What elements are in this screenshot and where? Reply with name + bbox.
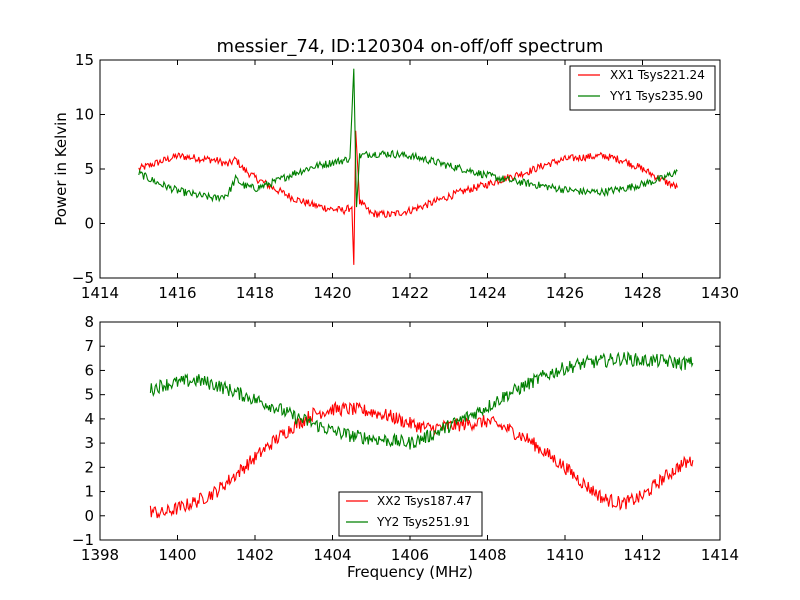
chart-top-xtick-label: 1424 bbox=[468, 284, 506, 302]
chart-bottom-xtick-label: 1412 bbox=[623, 546, 661, 564]
chart-top-xtick-label: 1414 bbox=[81, 284, 119, 302]
chart-bottom-legend-box bbox=[338, 491, 483, 537]
chart-bottom-legend-label-yy2: YY2 Tsys251.91 bbox=[376, 515, 470, 529]
chart-top-xtick-label: 1428 bbox=[623, 284, 661, 302]
chart-bottom: 1398 1400 1402 1404 1406 1408 1410 1412 1414 −1 0… bbox=[72, 313, 739, 581]
chart-top-xtick-label: 1420 bbox=[313, 284, 351, 302]
chart-bottom-series-line-0 bbox=[149, 400, 694, 519]
chart-top-ytick-label: 10 bbox=[75, 106, 94, 124]
chart-top-ytick-label: 0 bbox=[84, 215, 94, 233]
chart-top-legend-box bbox=[569, 65, 716, 111]
chart-top-xtick-label: 1416 bbox=[158, 284, 196, 302]
chart-top-ytick-label: 15 bbox=[75, 51, 94, 69]
chart-top-legend-label-xx1: XX1 Tsys221.24 bbox=[610, 68, 705, 82]
chart-top-yticks: −5 0 5 10 15 bbox=[72, 51, 720, 287]
chart-bottom-ytick-label: 5 bbox=[84, 386, 94, 404]
chart-top-plot-border bbox=[99, 59, 721, 279]
chart-top-title: messier_74, ID:120304 on-off/off spectru… bbox=[217, 36, 604, 57]
chart-bottom-series bbox=[149, 351, 694, 519]
chart-top: messier_74, ID:120304 on-off/off spectru… bbox=[52, 36, 739, 302]
chart-bottom-xtick-label: 1398 bbox=[81, 546, 119, 564]
chart-bottom-plot-border bbox=[99, 321, 721, 541]
chart-bottom-xtick-label: 1410 bbox=[546, 546, 584, 564]
chart-bottom-ytick-label: 3 bbox=[84, 434, 94, 452]
chart-top-xtick-label: 1422 bbox=[391, 284, 429, 302]
chart-top-ytick-label: 5 bbox=[84, 160, 94, 178]
chart-bottom-xlabel: Frequency (MHz) bbox=[347, 563, 473, 581]
chart-top-xtick-label: 1418 bbox=[236, 284, 274, 302]
chart-bottom-legend: XX2 Tsys187.47 YY2 Tsys251.91 bbox=[338, 491, 483, 537]
chart-top-xtick-label: 1430 bbox=[701, 284, 739, 302]
chart-bottom-series-line-1 bbox=[149, 351, 694, 450]
chart-top-xticks: 1414 1416 1418 1420 1422 1424 1426 1428 1430 bbox=[81, 60, 739, 302]
chart-top-xtick-label: 1426 bbox=[546, 284, 584, 302]
chart-bottom-xticks: 1398 1400 1402 1404 1406 1408 1410 1412 1414 bbox=[81, 322, 739, 564]
chart-bottom-xtick-label: 1404 bbox=[313, 546, 351, 564]
chart-bottom-ytick-label: −1 bbox=[72, 531, 94, 549]
chart-bottom-xtick-label: 1406 bbox=[391, 546, 429, 564]
chart-bottom-xtick-label: 1402 bbox=[236, 546, 274, 564]
chart-bottom-ytick-label: 7 bbox=[84, 337, 94, 355]
chart-bottom-xtick-label: 1408 bbox=[468, 546, 506, 564]
chart-top-ytick-label: −5 bbox=[72, 269, 94, 287]
chart-top-ylabel: Power in Kelvin bbox=[52, 112, 70, 226]
chart-bottom-ytick-label: 4 bbox=[84, 410, 94, 428]
chart-bottom-xtick-label: 1400 bbox=[158, 546, 196, 564]
chart-bottom-xtick-label: 1414 bbox=[701, 546, 739, 564]
chart-bottom-ytick-label: 1 bbox=[84, 483, 94, 501]
chart-top-series-line-1 bbox=[138, 68, 678, 208]
chart-top-series-line-0 bbox=[138, 130, 678, 265]
chart-bottom-ytick-label: 0 bbox=[84, 507, 94, 525]
chart-bottom-ytick-label: 8 bbox=[84, 313, 94, 331]
chart-top-series bbox=[138, 68, 678, 265]
chart-bottom-ytick-label: 2 bbox=[84, 458, 94, 476]
chart-top-legend: XX1 Tsys221.24 YY1 Tsys235.90 bbox=[569, 65, 716, 111]
chart-top-legend-label-yy1: YY1 Tsys235.90 bbox=[609, 89, 703, 103]
chart-bottom-ytick-label: 6 bbox=[84, 361, 94, 379]
chart-bottom-legend-label-xx2: XX2 Tsys187.47 bbox=[377, 494, 472, 508]
